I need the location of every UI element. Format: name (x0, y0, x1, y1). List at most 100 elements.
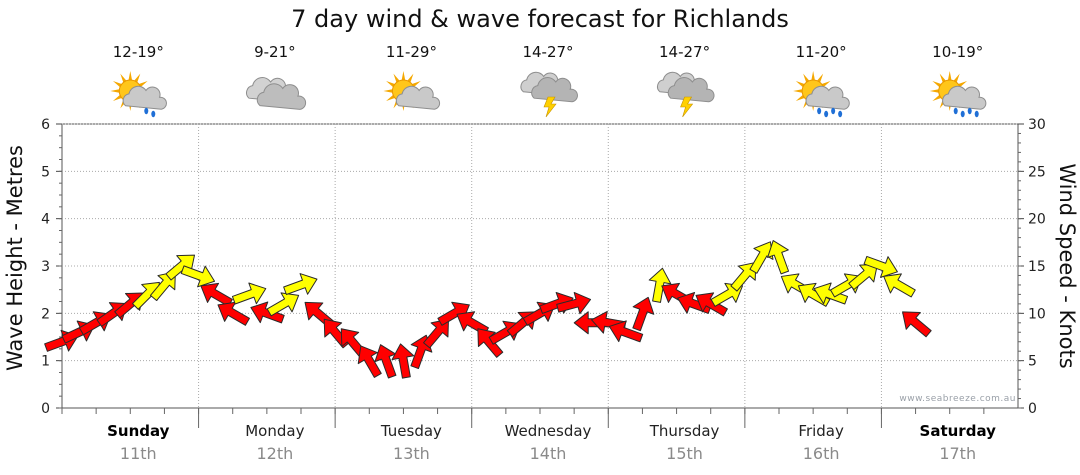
cloud-shape (531, 77, 578, 103)
sun-ray (811, 71, 816, 82)
rain-drop (824, 110, 829, 118)
day-name: Friday (798, 422, 844, 440)
day-name: Saturday (920, 422, 997, 440)
lightning-bolt (543, 96, 557, 118)
day-temperature: 11-20° (796, 43, 847, 61)
rain-drop (974, 110, 979, 118)
day-temperature: 14-27° (659, 43, 710, 61)
rain-drop (817, 107, 822, 115)
left-tick-label: 5 (41, 164, 50, 180)
sun-ray (947, 71, 952, 82)
wind-arrow-shape (283, 273, 318, 296)
left-tick-label: 1 (41, 354, 50, 370)
rain-drop (953, 107, 958, 115)
wind-arrow-shape (250, 301, 285, 324)
right-tick-label: 10 (1028, 306, 1046, 322)
day-date: 15th (666, 444, 703, 463)
weather-icon-row (110, 71, 987, 118)
day-temperature: 10-19° (932, 43, 983, 61)
weather-icon-showers (793, 71, 850, 118)
left-tick-label: 6 (41, 117, 50, 133)
weather-icon-cloudy (246, 77, 307, 110)
wind-arrow (423, 318, 449, 349)
wind-arrows (44, 240, 932, 379)
wind-arrow-shape (767, 240, 790, 275)
wind-arrow-shape (357, 345, 382, 378)
left-tick-label: 0 (41, 401, 50, 417)
wind-arrow-shape (730, 261, 757, 292)
right-tick-label: 25 (1028, 164, 1046, 180)
wind-arrow (648, 267, 672, 303)
weather-icon-partly-cloudy (383, 71, 441, 111)
wind-arrow (848, 264, 878, 290)
left-tick-label: 3 (41, 259, 50, 275)
right-axis-title: Wind Speed - Knots (1055, 163, 1079, 368)
left-tick-label: 4 (41, 212, 50, 228)
right-tick-label: 15 (1028, 259, 1046, 275)
weather-icon-storm (520, 71, 578, 118)
sun-ray (110, 89, 121, 93)
cloud-shape (122, 85, 167, 110)
wind-arrow-shape (749, 241, 774, 274)
credit-text: www.seabreeze.com.au (899, 394, 1016, 404)
wind-arrow-shape (863, 255, 898, 278)
wind-arrow-shape (695, 292, 728, 317)
wind-arrow (608, 320, 644, 343)
day-date: 12th (256, 444, 293, 463)
wind-arrow (180, 265, 216, 288)
weather-icon-storm (656, 71, 715, 118)
wind-arrow (477, 328, 504, 358)
rain-drop (151, 110, 156, 118)
cloud-shape (805, 85, 850, 110)
rain-drop (960, 110, 965, 118)
cloud-shape (395, 85, 441, 110)
wind-arrow-shape (883, 273, 916, 298)
wind-arrow (813, 282, 849, 305)
wind-arrow (283, 273, 318, 296)
wind-arrow (231, 282, 267, 305)
chart-title: 7 day wind & wave forecast for Richlands (291, 5, 789, 33)
sun-ray (383, 89, 394, 93)
day-labels: Sunday 11th Monday 12th Tuesday 13th Wednesday… (107, 422, 996, 463)
weather-icon-partly-cloudy-rain (110, 71, 167, 118)
day-name: Thursday (649, 422, 720, 440)
wind-arrow (149, 271, 176, 302)
wind-arrow-shape (902, 311, 932, 338)
wind-arrow-shape (231, 282, 267, 305)
weather-icon-showers (929, 71, 987, 118)
wind-arrow (391, 343, 415, 379)
wind-arrow-shape (632, 296, 655, 332)
day-date: 17th (939, 444, 976, 463)
lightning-bolt (680, 96, 694, 118)
day-name: Tuesday (380, 422, 442, 440)
wind-arrow-shape (149, 271, 176, 302)
day-temperature: 14-27° (522, 43, 573, 61)
wind-arrow (266, 292, 300, 317)
day-date: 16th (803, 444, 840, 463)
wind-arrow (749, 241, 774, 274)
right-tick-label: 0 (1028, 401, 1037, 417)
rain-drop (831, 107, 836, 115)
rain-drop (967, 107, 972, 115)
cloud-shape (667, 77, 715, 103)
left-tick-label: 2 (41, 306, 50, 322)
sun-ray (929, 89, 940, 93)
wind-arrow-shape (180, 265, 216, 288)
left-axis: 0 1 2 3 4 5 6 (41, 117, 62, 417)
day-temperature: 11-29° (386, 43, 437, 61)
right-tick-label: 20 (1028, 212, 1046, 228)
wind-arrow (883, 273, 916, 298)
sun-ray (793, 89, 804, 93)
wind-arrow-shape (266, 292, 300, 317)
day-name: Monday (245, 422, 304, 440)
wind-arrow-shape (391, 343, 415, 379)
wind-arrow (632, 296, 655, 332)
cloud-shape (942, 85, 987, 110)
day-date: 11th (120, 444, 157, 463)
rain-drop (838, 110, 843, 118)
wind-arrow-shape (648, 267, 672, 303)
wind-arrow (357, 345, 382, 378)
wind-arrow-shape (477, 328, 504, 358)
wind-arrow-shape (556, 291, 592, 315)
sun-ray (128, 71, 133, 82)
